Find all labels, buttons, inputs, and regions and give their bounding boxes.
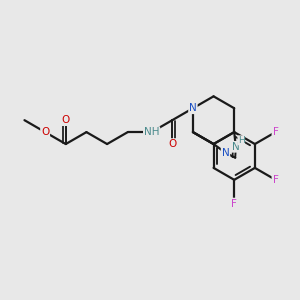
Text: F: F <box>273 127 278 137</box>
Text: O: O <box>62 115 70 125</box>
Text: H: H <box>238 136 244 145</box>
Text: F: F <box>231 199 237 209</box>
Text: F: F <box>273 175 278 185</box>
Text: N: N <box>189 103 197 113</box>
Text: F: F <box>273 175 278 185</box>
Text: N: N <box>222 148 230 158</box>
Text: N: N <box>232 142 240 152</box>
Text: F: F <box>231 199 237 209</box>
Text: O: O <box>41 127 49 137</box>
Text: O: O <box>168 139 176 149</box>
Text: F: F <box>273 127 278 137</box>
Text: NH: NH <box>144 127 159 137</box>
